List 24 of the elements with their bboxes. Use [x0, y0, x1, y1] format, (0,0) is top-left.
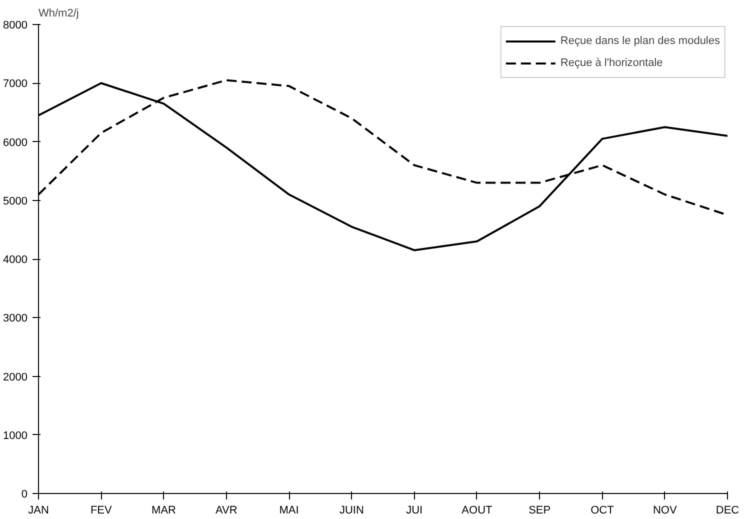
legend-label: Reçue dans le plan des modules — [560, 35, 720, 47]
x-tick-label: OCT — [590, 504, 614, 516]
legend-label: Reçue à l'horizontale — [560, 57, 663, 69]
y-tick-label: 5000 — [3, 195, 28, 208]
y-tick-label: 7000 — [3, 78, 28, 90]
y-tick-label: 1000 — [3, 430, 28, 442]
x-tick-label: SEP — [528, 504, 551, 516]
y-tick-label: 3000 — [3, 312, 28, 325]
x-tick-label: JUIN — [339, 504, 364, 516]
x-tick-label: MAI — [279, 504, 299, 516]
x-tick-label: DEC — [716, 504, 740, 516]
x-tick-label: AOUT — [462, 504, 493, 516]
x-tick-label: JUI — [406, 504, 423, 516]
y-axis-title: Wh/m2/j — [38, 8, 79, 20]
x-tick-label: AVR — [216, 504, 238, 516]
y-tick-label: 0 — [21, 488, 28, 500]
y-tick-label: 8000 — [3, 20, 28, 32]
x-tick-label: JAN — [28, 504, 49, 516]
x-tick-label: MAR — [152, 504, 176, 516]
y-tick-label: 6000 — [3, 136, 28, 149]
x-tick-label: FEV — [90, 504, 112, 516]
x-tick-label: NOV — [652, 504, 678, 516]
y-tick-label: 4000 — [3, 254, 28, 266]
y-tick-label: 2000 — [3, 371, 28, 384]
